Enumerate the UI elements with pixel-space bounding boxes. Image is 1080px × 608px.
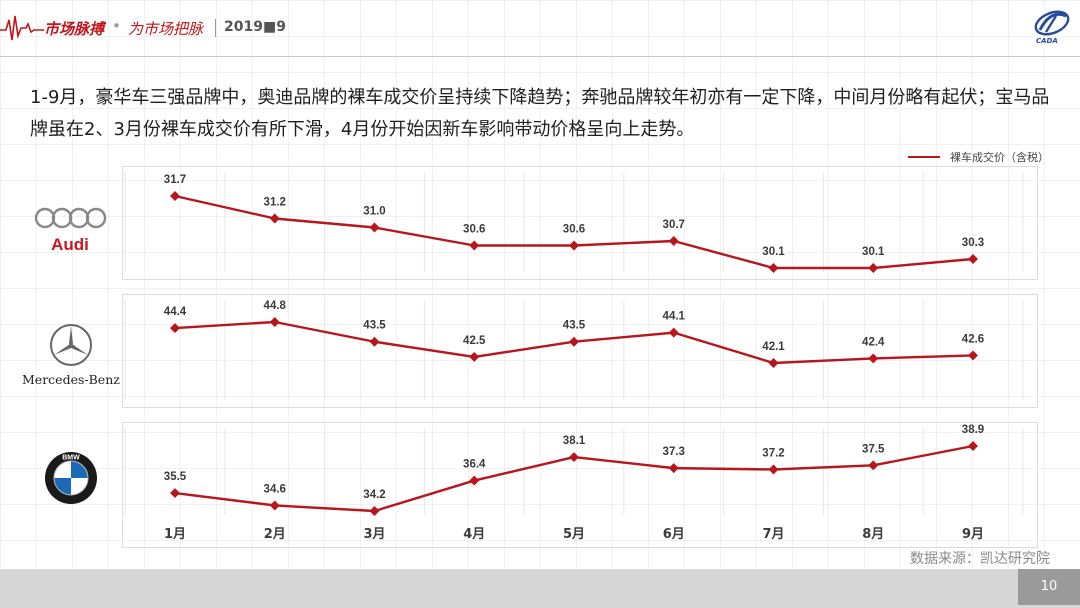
data-label: 38.1 [563, 435, 586, 447]
separator-dot: • [112, 17, 121, 35]
data-point [868, 353, 879, 364]
x-tick-label: 6月 [663, 527, 685, 542]
data-label: 30.6 [563, 224, 585, 236]
data-label: 30.3 [962, 237, 984, 249]
audi-wordmark: Audi [51, 235, 89, 254]
data-point [768, 263, 779, 273]
data-point [668, 236, 679, 246]
pulse-line-icon [0, 15, 44, 41]
cada-logo-text: CADA [1036, 37, 1058, 45]
header-bar: 市场脉搏 • 为市场把脉 2019■9 CADA [0, 0, 1080, 58]
data-label: 37.2 [762, 448, 784, 460]
data-label: 43.5 [563, 320, 586, 332]
legend-label: 裸车成交价（含税） [950, 151, 1049, 164]
data-label: 31.0 [363, 206, 385, 218]
data-point [369, 336, 380, 347]
data-point [269, 213, 280, 224]
data-point [170, 323, 180, 334]
x-tick-label: 9月 [962, 527, 984, 542]
data-label: 30.7 [663, 219, 685, 231]
data-label: 36.4 [463, 459, 486, 471]
x-tick-label: 7月 [762, 527, 784, 542]
data-point [868, 460, 879, 471]
data-label: 37.3 [663, 446, 685, 458]
audi-panel [122, 166, 1038, 280]
data-label: 44.8 [264, 300, 287, 312]
data-label: 34.6 [264, 483, 286, 495]
data-point [469, 240, 480, 251]
data-point [369, 222, 380, 233]
data-point [569, 240, 579, 251]
data-label: 38.9 [962, 424, 984, 436]
mercedes-wordmark: Mercedes-Benz [22, 372, 120, 387]
data-point [469, 351, 480, 362]
data-label: 35.5 [164, 471, 187, 483]
data-label: 42.4 [862, 336, 885, 348]
x-tick-label: 5月 [563, 527, 585, 542]
data-point [968, 350, 978, 361]
data-label: 44.4 [164, 306, 187, 318]
x-tick-label: 4月 [463, 527, 485, 542]
brand-name: 市场脉搏 [44, 20, 105, 38]
data-point [170, 191, 180, 201]
data-point [768, 358, 779, 368]
data-label: 42.1 [762, 341, 785, 353]
data-point [269, 500, 280, 511]
header-divider-line [0, 56, 1080, 57]
audi-logo-icon: Audi [34, 207, 107, 254]
data-point [768, 464, 779, 475]
data-point [569, 452, 579, 463]
data-point [369, 506, 380, 516]
x-tick-label: 1月 [164, 527, 186, 542]
legend-swatch [908, 156, 940, 158]
issue-date: 2019■9 [224, 19, 286, 35]
data-label: 31.2 [264, 197, 286, 209]
x-tick-label: 2月 [264, 527, 286, 542]
chart-description: 1-9月，豪华车三强品牌中，奥迪品牌的裸车成交价呈持续下降趋势；奔驰品牌较年初亦… [30, 87, 1050, 140]
bmw-logo-icon: BMW [45, 452, 97, 504]
data-point [668, 327, 679, 338]
data-label: 37.5 [862, 443, 885, 455]
data-point [569, 336, 579, 347]
data-point [469, 475, 480, 486]
bmw-wordmark: BMW [62, 455, 80, 462]
data-point [868, 263, 879, 273]
data-label: 30.6 [463, 224, 485, 236]
data-label: 42.6 [962, 333, 984, 345]
cada-logo-icon [1034, 10, 1070, 36]
footer-bar [0, 569, 1080, 608]
data-point [968, 441, 978, 451]
slogan: 为市场把脉 [128, 20, 204, 38]
data-label: 44.1 [663, 311, 686, 323]
header-divider [215, 19, 216, 37]
x-tick-label: 3月 [363, 527, 385, 542]
data-label: 30.1 [762, 246, 785, 258]
mercedes-star-icon [50, 324, 92, 366]
data-point [668, 463, 679, 474]
data-label: 31.7 [164, 174, 186, 186]
mercedes-panel [122, 294, 1038, 408]
x-tick-label: 8月 [862, 527, 884, 542]
bmw-panel [122, 422, 1038, 548]
data-label: 34.2 [363, 489, 385, 501]
data-point [170, 488, 180, 498]
data-point [968, 254, 978, 264]
data-source: 数据来源：凯达研究院 [910, 551, 1050, 567]
data-label: 43.5 [363, 320, 386, 332]
data-label: 30.1 [862, 246, 885, 258]
page-number: 10 [1018, 569, 1080, 605]
data-label: 42.5 [463, 335, 486, 347]
data-point [269, 317, 280, 327]
